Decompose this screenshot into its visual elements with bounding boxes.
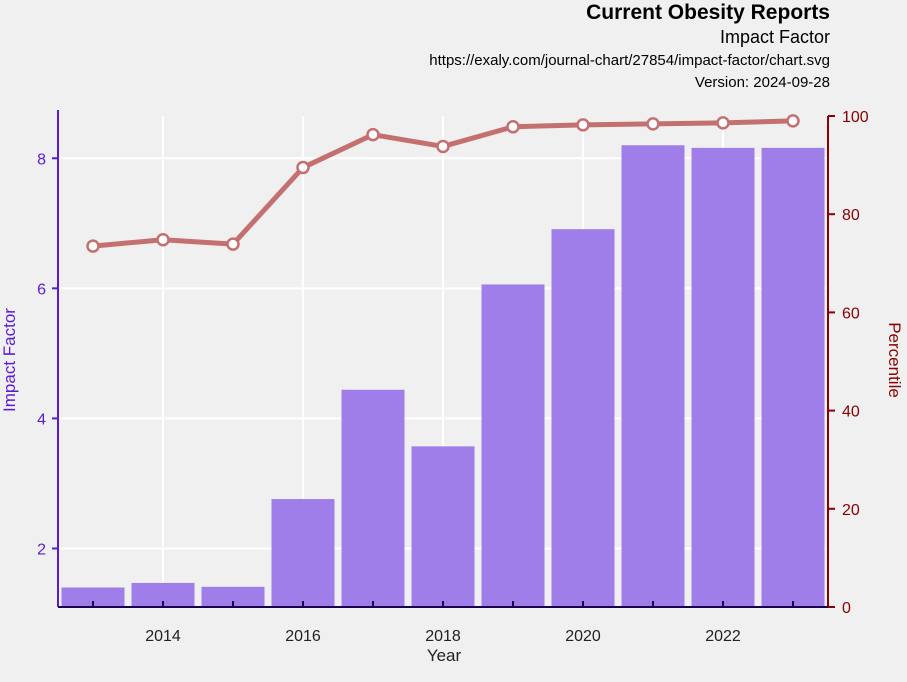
x-tick-label: 2016 [285, 628, 321, 645]
percentile-point [436, 139, 450, 154]
percentile-point [786, 114, 800, 128]
bar [481, 284, 545, 607]
chart-subtitle: Impact Factor [719, 27, 830, 47]
y-left-tick-label: 4 [37, 411, 46, 428]
percentile-point [646, 117, 660, 131]
percentile-point [576, 118, 590, 132]
x-tick-label: 2018 [425, 628, 461, 645]
y-right-tick-label: 40 [842, 404, 860, 421]
y-right-tick-label: 0 [842, 600, 851, 617]
chart-title: Current Obesity Reports [586, 1, 830, 24]
percentile-point [716, 116, 730, 130]
bar-series [61, 145, 825, 608]
x-tick-label: 2014 [145, 628, 181, 645]
bar [341, 389, 405, 607]
percentile-point [506, 120, 520, 134]
y-left-tick-label: 8 [37, 151, 46, 168]
percentile-point [366, 127, 380, 142]
bar [551, 229, 615, 607]
y-right-tick-label: 100 [842, 109, 869, 126]
bar [271, 499, 335, 607]
y-axis-left-label: Impact Factor [0, 308, 19, 412]
x-tick-label: 2020 [565, 628, 601, 645]
y-left-tick-label: 2 [37, 541, 46, 558]
percentile-point [296, 160, 310, 175]
y-left-tick-label: 6 [37, 281, 46, 298]
y-right-tick-label: 80 [842, 207, 860, 224]
bar [411, 446, 475, 607]
bar [201, 586, 265, 607]
y-right-tick-label: 60 [842, 305, 860, 322]
percentile-point [86, 239, 100, 253]
x-axis-label: Year [427, 646, 462, 665]
percentile-point [226, 237, 240, 251]
bar [691, 147, 755, 608]
percentile-point [156, 232, 170, 247]
chart-url: https://exaly.com/journal-chart/27854/im… [429, 52, 830, 69]
y-right-tick-label: 20 [842, 502, 860, 519]
chart-version: Version: 2024-09-28 [694, 74, 830, 91]
x-tick-label: 2022 [705, 628, 741, 645]
bar [61, 587, 125, 607]
y-axis-right-label: Percentile [885, 322, 904, 398]
bar [761, 147, 825, 608]
percentile-series [86, 114, 800, 253]
bar [621, 145, 685, 608]
